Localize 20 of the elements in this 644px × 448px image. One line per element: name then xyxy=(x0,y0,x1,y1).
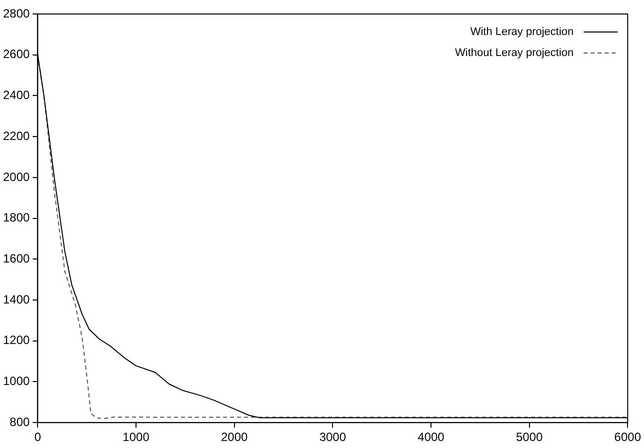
y-tick-label: 2400 xyxy=(2,88,30,102)
x-tick-label: 0 xyxy=(34,430,42,444)
y-tick-label: 1600 xyxy=(2,251,30,266)
y-tick-label: 1800 xyxy=(2,210,30,225)
x-tick-label: 5000 xyxy=(516,430,543,444)
x-tick-label: 4000 xyxy=(418,430,445,444)
legend-label: Without Leray projection xyxy=(455,47,574,60)
y-tick-label: 1400 xyxy=(2,292,30,306)
x-tick-label: 2000 xyxy=(220,430,248,444)
x-tick-label: 6000 xyxy=(614,430,642,444)
legend-label: With Leray projection xyxy=(470,26,574,38)
y-tick-label: 1200 xyxy=(2,333,30,348)
x-tick-label: 1000 xyxy=(122,430,150,444)
y-tick-label: 2800 xyxy=(2,6,30,20)
y-tick-label: 2000 xyxy=(2,170,30,184)
x-tick-label: 3000 xyxy=(319,430,346,444)
y-tick-label: 1000 xyxy=(2,374,30,388)
y-tick-label: 800 xyxy=(10,414,30,429)
y-tick-label: 2200 xyxy=(2,128,30,143)
y-tick-label: 2600 xyxy=(2,47,30,62)
